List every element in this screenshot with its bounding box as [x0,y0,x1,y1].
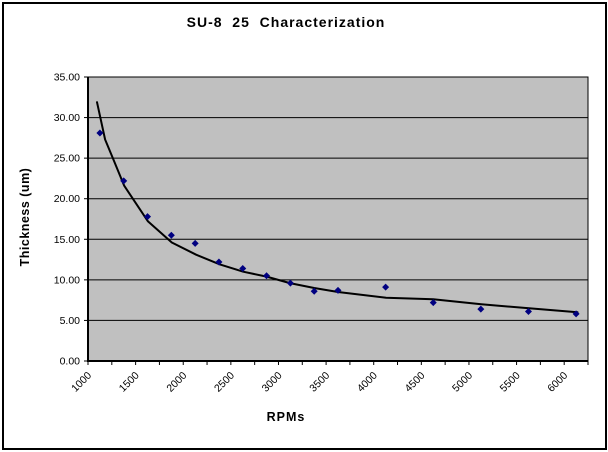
y-tick-label: 35.00 [54,72,80,84]
data-point [144,213,152,221]
x-tick-label: 1500 [117,370,142,395]
x-tick-label: 4500 [402,370,427,395]
x-tick-label: 6000 [545,370,570,395]
data-point [310,287,318,295]
data-point [96,129,104,137]
data-point [167,231,175,239]
plot-area-background [87,76,589,362]
y-tick-label: 0.00 [60,356,81,368]
data-point [120,177,128,185]
x-tick-label: 2500 [212,370,237,395]
data-point [286,279,294,287]
x-tick-label: 3000 [260,370,285,395]
x-tick-label: 4000 [355,370,380,395]
y-tick-label: 10.00 [54,274,80,286]
x-tick-label: 5500 [498,370,523,395]
data-point [572,310,580,318]
x-tick-label: 1000 [69,370,94,395]
x-tick-label: 5000 [450,370,475,395]
x-axis-title: RPMs [266,410,306,424]
data-point [477,305,485,313]
data-point [239,264,247,272]
data-point [382,283,390,291]
y-tick-label: 5.00 [60,315,81,327]
y-axis-title: Thickness (um) [18,167,32,267]
data-point [429,299,437,307]
y-tick-label: 30.00 [54,112,80,124]
y-tick-label: 15.00 [54,234,80,246]
data-point [215,258,223,266]
data-point [263,272,271,280]
data-point [524,308,532,316]
data-point [334,286,342,294]
data-point [191,239,199,247]
y-tick-label: 20.00 [54,193,80,205]
chart-title: SU-8 25 Characterization [186,14,386,30]
x-tick-label: 2000 [164,370,189,395]
y-tick-label: 25.00 [54,153,80,165]
x-tick-label: 3500 [307,370,332,395]
